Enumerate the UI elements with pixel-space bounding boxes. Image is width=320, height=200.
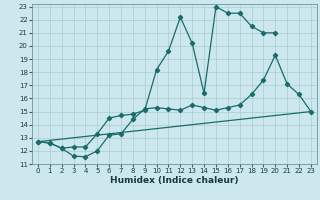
X-axis label: Humidex (Indice chaleur): Humidex (Indice chaleur): [110, 176, 239, 185]
